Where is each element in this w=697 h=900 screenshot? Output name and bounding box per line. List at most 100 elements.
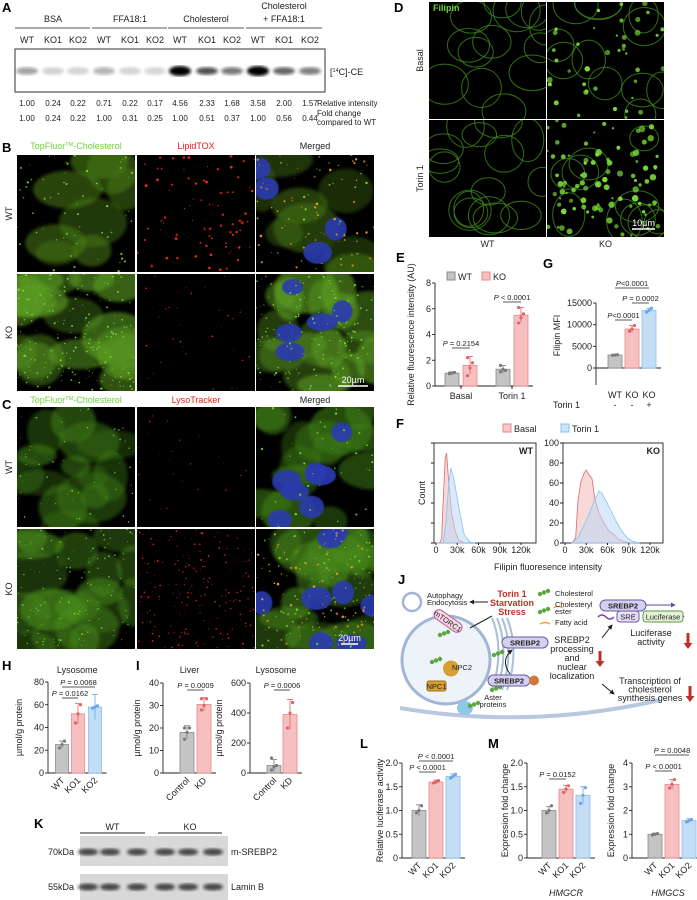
data-point	[498, 363, 503, 367]
bar	[196, 703, 212, 774]
p-value: P<0.0001	[616, 279, 648, 288]
data-point	[199, 697, 204, 701]
data-point	[204, 697, 209, 701]
data-point	[501, 367, 505, 371]
row-label-b: WT	[4, 206, 14, 220]
relative-intensity-value: 2.33	[199, 99, 215, 108]
p-value-text: = 0.0002	[627, 294, 659, 303]
data-point	[78, 703, 83, 707]
legend-label: WT	[458, 272, 472, 282]
bar	[681, 820, 697, 859]
cholesterol-icon	[489, 687, 495, 693]
data-point	[452, 370, 457, 375]
lane-label: KO2	[301, 35, 319, 45]
lane-label: KO1	[121, 35, 139, 45]
legend-label: Torin 1	[572, 424, 599, 434]
data-point	[670, 782, 674, 786]
endocytosis-label: Endocytosis	[427, 598, 468, 607]
micrograph-b-ko-0	[17, 274, 135, 391]
column-label-d: WT	[481, 239, 495, 249]
arrow	[505, 649, 513, 675]
fold-change-value: 0.22	[70, 114, 86, 123]
data-point	[627, 329, 632, 333]
data-point	[581, 793, 585, 797]
y-tick-label: 10000	[567, 320, 592, 330]
srebp2-golgi-label: SREBP2	[510, 639, 540, 648]
x-tick-label: KD	[192, 775, 208, 791]
data-point	[561, 790, 566, 795]
category-label: Basal	[450, 391, 473, 401]
bar	[558, 788, 574, 859]
molecular-weight-label: 55kDa	[48, 882, 74, 892]
blot-band	[93, 67, 115, 75]
data-point	[60, 742, 64, 747]
p-symbol: P	[418, 752, 423, 761]
data-point	[185, 730, 189, 735]
srebp2-golgi	[501, 636, 549, 649]
bar	[624, 328, 640, 369]
y-tick-label: 40	[549, 498, 559, 508]
fold-change-value: 0.37	[224, 114, 240, 123]
fold-change-value: 0.24	[45, 114, 61, 123]
column-header-c-2: Merged	[300, 395, 331, 405]
y-tick-label: 0.5	[385, 829, 398, 839]
group-label: Cholesterol	[261, 1, 307, 11]
protein-label: Lamin B	[231, 882, 264, 892]
fold-change-value: 0.56	[276, 114, 292, 123]
cholesterol-icon	[541, 608, 547, 613]
autophagy-label: Autophagy	[427, 591, 463, 600]
y-tick-label: 0	[554, 538, 559, 548]
data-point	[578, 801, 583, 805]
y-tick-label: 6	[426, 304, 431, 314]
y-tick-label: 8	[426, 278, 431, 288]
legend-swatch	[481, 271, 491, 281]
p-value: P < 0.0001	[409, 763, 446, 772]
treatment-sign: +	[646, 400, 651, 410]
bar	[641, 309, 657, 369]
header-part: TopFluor	[30, 395, 65, 405]
band-label: [14C]-CE	[330, 67, 363, 77]
p-value-text: < 0.0001	[414, 763, 446, 772]
treatment-sign: -	[631, 400, 634, 410]
p-symbol: P	[616, 279, 621, 288]
srebp2-er-label: SREBP2	[494, 677, 524, 686]
panel-a-blot: BSA FFA18:1 Cholesterol Cholesterol + FFA18:…	[14, 1, 377, 127]
y-tick-label: 1.0	[510, 806, 523, 816]
micrograph-c-ko-2	[256, 529, 374, 649]
data-point	[566, 784, 571, 788]
header-part: -Cholesterol	[73, 141, 122, 151]
group-label: + FFA18:1	[263, 14, 305, 24]
x-tick-label: WT	[608, 390, 622, 400]
histogram-blue	[436, 467, 476, 544]
blot-band	[127, 883, 147, 891]
data-point	[583, 786, 588, 790]
data-point	[610, 353, 615, 357]
category-label: Torin 1	[498, 391, 525, 401]
x-tick-label: 60k	[471, 545, 486, 555]
chart-title: Liver	[180, 665, 200, 675]
data-point	[76, 712, 80, 716]
npc2-shape	[443, 660, 459, 677]
cholesterol-icon	[467, 703, 473, 709]
data-point	[470, 361, 475, 365]
data-point	[644, 310, 649, 314]
data-point	[549, 804, 554, 808]
y-tick-label: 1.0	[385, 806, 398, 816]
p-symbol: P	[264, 681, 269, 690]
p-symbol: P	[622, 294, 627, 303]
scale-bar-d: 10µm	[632, 218, 655, 228]
blot-band	[203, 883, 223, 891]
y-tick-label: 0.5	[510, 829, 523, 839]
scap-shape	[529, 675, 539, 686]
blot-band	[16, 67, 38, 75]
x-tick-label: KO1	[657, 860, 677, 880]
panel-label-l: L	[360, 736, 368, 751]
panel-label-a: A	[2, 0, 12, 15]
p-symbol: P	[494, 293, 499, 302]
row-label-d: Basal	[415, 49, 425, 72]
p-value-text: <0.0001	[621, 279, 648, 288]
p-value-text: <0.0001	[612, 311, 639, 320]
data-point	[57, 746, 62, 750]
